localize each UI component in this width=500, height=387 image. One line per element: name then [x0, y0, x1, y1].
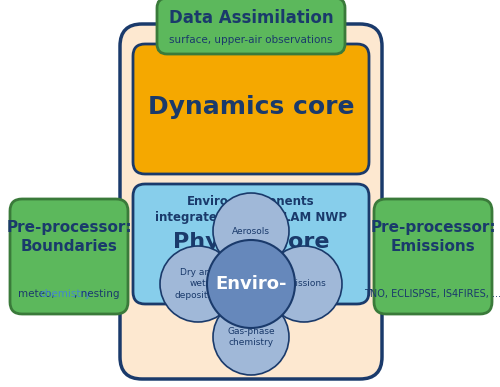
FancyBboxPatch shape [374, 199, 492, 314]
Text: TNO, ECLISPSE, IS4FIRES, ...: TNO, ECLISPSE, IS4FIRES, ... [364, 289, 500, 299]
FancyBboxPatch shape [133, 44, 369, 174]
Text: chemistry: chemistry [40, 289, 92, 299]
FancyBboxPatch shape [133, 184, 369, 304]
FancyBboxPatch shape [120, 24, 382, 379]
Text: Gas-phase
chemistry: Gas-phase chemistry [227, 327, 275, 347]
Text: meteo,: meteo, [18, 289, 58, 299]
Text: Dry and
wet
deposition: Dry and wet deposition [174, 269, 222, 300]
Circle shape [266, 246, 342, 322]
Text: Aerosols: Aerosols [232, 226, 270, 236]
Text: Physics core: Physics core [173, 232, 329, 252]
Text: Enviro-: Enviro- [215, 275, 287, 293]
Text: Dynamics core: Dynamics core [148, 95, 354, 119]
Text: surface, upper-air observations: surface, upper-air observations [169, 35, 333, 45]
Text: Data Assimilation: Data Assimilation [168, 9, 334, 27]
Text: Enviro-components: Enviro-components [187, 195, 315, 209]
FancyBboxPatch shape [157, 0, 345, 54]
Circle shape [213, 299, 289, 375]
Text: , nesting: , nesting [74, 289, 120, 299]
Text: Pre-processor:
Boundaries: Pre-processor: Boundaries [6, 220, 132, 254]
Circle shape [160, 246, 236, 322]
FancyBboxPatch shape [10, 199, 128, 314]
Text: integrated into HIRLAM NWP: integrated into HIRLAM NWP [155, 211, 347, 224]
Circle shape [207, 240, 295, 328]
Text: Pre-processor:
Emissions: Pre-processor: Emissions [370, 220, 496, 254]
Text: Emissions: Emissions [282, 279, 327, 288]
Circle shape [213, 193, 289, 269]
